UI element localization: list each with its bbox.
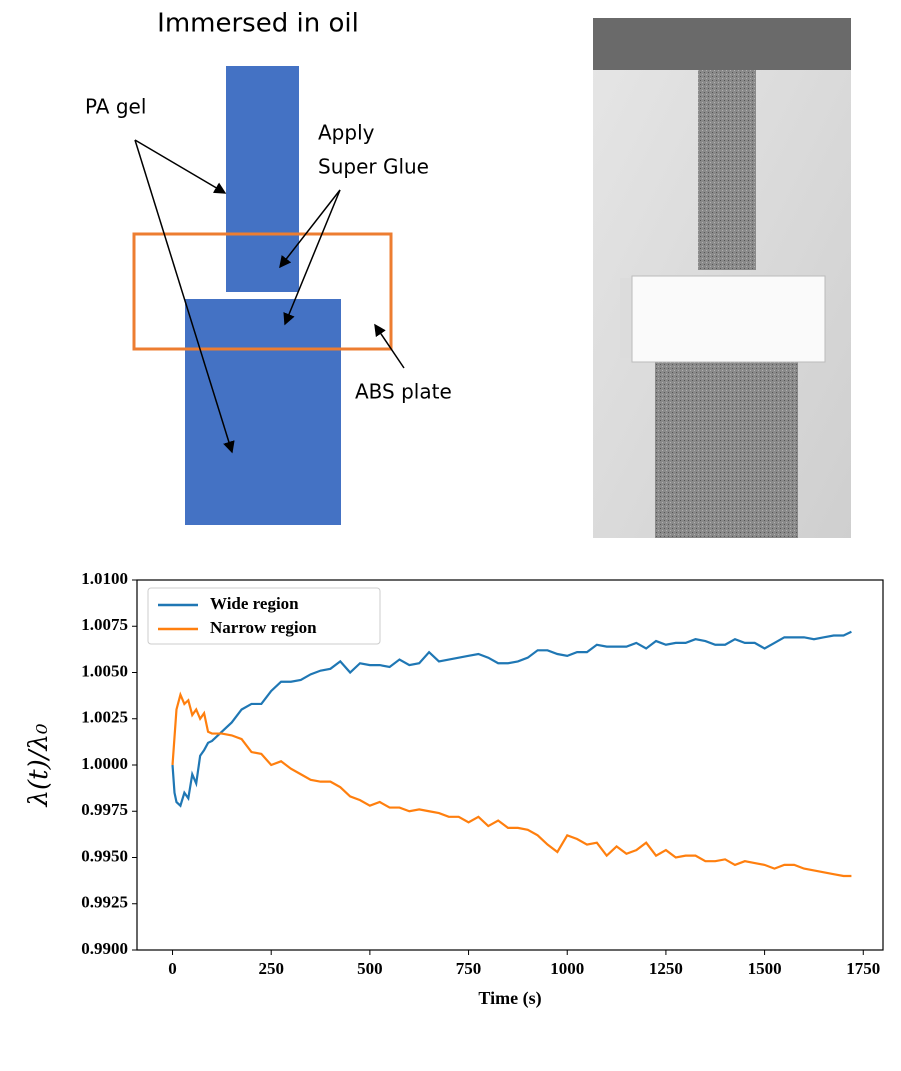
y-axis-label: λ(t)/λ₀ <box>24 723 54 807</box>
x-tick-label: 0 <box>168 959 177 978</box>
y-tick-label: 1.0075 <box>81 615 128 634</box>
figure: Immersed in oil PA gel Apply Super Glue … <box>0 0 901 1071</box>
diagram: Immersed in oil PA gel Apply Super Glue … <box>85 9 452 526</box>
chart: 0.9900 0.9925 0.9950 0.9975 1.0000 1.0025 1.00… <box>24 569 883 1009</box>
y-tick-label: 0.9900 <box>81 939 128 958</box>
y-tick-label: 1.0100 <box>81 569 128 588</box>
x-tick-label: 750 <box>456 959 482 978</box>
y-tick-label: 0.9975 <box>81 800 128 819</box>
y-tick-label: 1.0050 <box>81 661 128 680</box>
series-line <box>173 695 852 876</box>
y-tick-label: 1.0000 <box>81 754 128 773</box>
gel-narrow <box>226 66 299 292</box>
x-tick-label: 1250 <box>649 959 683 978</box>
label-pa-gel: PA gel <box>85 95 146 119</box>
series-line <box>173 632 852 806</box>
label-apply: Apply <box>318 121 375 145</box>
x-tick-label: 500 <box>357 959 383 978</box>
y-tick-label: 0.9950 <box>81 846 128 865</box>
x-tick-label: 1000 <box>550 959 584 978</box>
gel-wide <box>185 299 341 525</box>
y-tick-label: 1.0025 <box>81 708 128 727</box>
x-tick-label: 1500 <box>748 959 782 978</box>
legend-label: Wide region <box>210 594 299 613</box>
x-tick-label: 1750 <box>846 959 880 978</box>
legend-label: Narrow region <box>210 618 317 637</box>
x-tick-label: 250 <box>258 959 284 978</box>
label-abs-plate: ABS plate <box>355 380 452 404</box>
label-super-glue: Super Glue <box>318 155 429 179</box>
y-tick-label: 0.9925 <box>81 893 128 912</box>
x-axis-label: Time (s) <box>478 988 541 1009</box>
photo <box>593 18 851 538</box>
diagram-title: Immersed in oil <box>157 9 359 39</box>
